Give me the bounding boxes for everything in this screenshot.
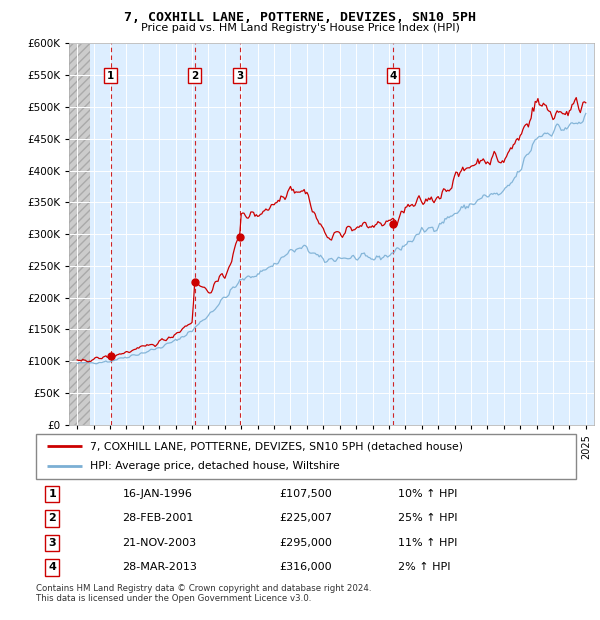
Text: Contains HM Land Registry data © Crown copyright and database right 2024.
This d: Contains HM Land Registry data © Crown c… [36, 584, 371, 603]
Bar [69, 43, 89, 425]
Text: 3: 3 [49, 538, 56, 548]
Text: 25% ↑ HPI: 25% ↑ HPI [398, 513, 457, 523]
Text: 21-NOV-2003: 21-NOV-2003 [122, 538, 197, 548]
Text: £295,000: £295,000 [279, 538, 332, 548]
Text: £225,007: £225,007 [279, 513, 332, 523]
Text: 16-JAN-1996: 16-JAN-1996 [122, 489, 192, 499]
Text: 3: 3 [236, 71, 243, 81]
Text: 11% ↑ HPI: 11% ↑ HPI [398, 538, 457, 548]
Text: 2: 2 [191, 71, 198, 81]
Text: 1: 1 [49, 489, 56, 499]
Text: 1: 1 [107, 71, 114, 81]
Text: HPI: Average price, detached house, Wiltshire: HPI: Average price, detached house, Wilt… [90, 461, 340, 471]
FancyBboxPatch shape [36, 434, 576, 479]
Text: 28-MAR-2013: 28-MAR-2013 [122, 562, 197, 572]
Text: 2% ↑ HPI: 2% ↑ HPI [398, 562, 450, 572]
Text: 7, COXHILL LANE, POTTERNE, DEVIZES, SN10 5PH: 7, COXHILL LANE, POTTERNE, DEVIZES, SN10… [124, 11, 476, 24]
Text: £107,500: £107,500 [279, 489, 332, 499]
Text: 7, COXHILL LANE, POTTERNE, DEVIZES, SN10 5PH (detached house): 7, COXHILL LANE, POTTERNE, DEVIZES, SN10… [90, 441, 463, 451]
Text: 10% ↑ HPI: 10% ↑ HPI [398, 489, 457, 499]
Text: £316,000: £316,000 [279, 562, 332, 572]
Text: 4: 4 [389, 71, 397, 81]
Text: Price paid vs. HM Land Registry's House Price Index (HPI): Price paid vs. HM Land Registry's House … [140, 23, 460, 33]
Text: 28-FEB-2001: 28-FEB-2001 [122, 513, 194, 523]
Text: 2: 2 [49, 513, 56, 523]
Text: 4: 4 [48, 562, 56, 572]
